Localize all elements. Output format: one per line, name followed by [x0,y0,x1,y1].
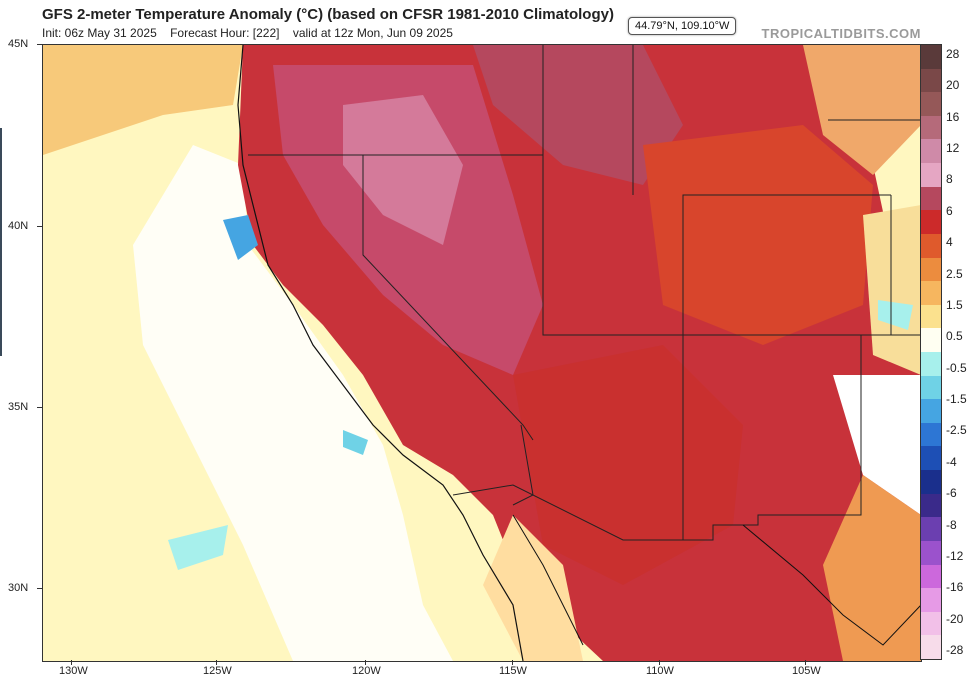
gulf-california [483,515,583,661]
colorbar-tick-label: 6 [946,203,953,218]
plains-cool-patch [878,300,913,330]
colorbar-segment [921,163,941,188]
lon-tick [216,660,217,665]
anomaly-map[interactable] [42,44,922,662]
state-borders [248,45,921,541]
left-edge-accent [0,128,2,356]
lat-tick [37,44,42,45]
colorbar-segment [921,375,941,400]
colorbar-legend [920,44,942,660]
texas-neutral [833,375,921,515]
lon-label-120w: 120W [352,665,381,677]
lat-label-30n: 30N [8,582,29,594]
coastal-cool-patch-south [343,430,368,455]
colorbar-segment [921,611,941,636]
valid-time: valid at 12z Mon, Jun 09 2025 [292,26,453,40]
colorbar-segment [921,399,941,424]
colorbar-tick-label: -4 [946,454,957,469]
coastal-cool-patch-north [223,215,258,260]
map-title: GFS 2-meter Temperature Anomaly (°C) (ba… [42,6,614,23]
map-canvas[interactable] [43,45,921,661]
nevada-hot-spot [343,95,463,245]
colorbar-tick-label: 2.5 [946,266,963,281]
colorbar-segment [921,45,941,70]
colorbar-tick-label: 8 [946,172,953,187]
colorbar-segment [921,139,941,164]
site-brand[interactable]: TROPICALTIDBITS.COM [761,26,921,41]
colorbar-segment [921,493,941,518]
colorado-warm [643,125,873,345]
colorbar-tick-label: -20 [946,611,964,626]
lat-label-45n: 45N [8,38,29,50]
arizona-warm [513,345,743,585]
lat-tick [37,588,42,589]
colorbar-segment [921,328,941,353]
lon-tick [512,660,513,665]
colorbar-tick-label: -0.5 [946,360,967,375]
lon-label-125w: 125W [203,665,232,677]
colorbar-segment [921,588,941,613]
colorbar-tick-label: 12 [946,141,960,156]
map-subtitle: Init: 06z May 31 2025 Forecast Hour: [22… [42,26,463,40]
lon-label-115w: 115W [499,665,527,677]
cursor-coordinate-readout: 44.79°N, 109.10°W [628,17,737,35]
lon-tick [71,660,72,665]
plains-mild [803,45,921,175]
colorbar-segment [921,186,941,211]
pacific-coastline [237,45,524,661]
lat-tick [37,407,42,408]
baja-coastline [512,514,584,646]
lat-label-35n: 35N [8,401,29,413]
southeast-mild [823,475,921,661]
colorbar-tick-label: 0.5 [946,329,963,344]
colorbar-segment [921,564,941,589]
colorbar-tick-label: 4 [946,235,953,250]
colorbar-tick-label: -1.5 [946,392,967,407]
lon-tick [365,660,366,665]
colorbar-tick-label: -28 [946,643,964,657]
colorbar-segment [921,540,941,566]
lon-label-110w: 110W [646,665,674,677]
lon-tick [805,660,806,665]
idaho-wyoming-warm [473,45,683,185]
colorbar-tick-label: 28 [946,47,960,61]
colorbar-segment [921,68,941,93]
colorbar-tick-label: -12 [946,548,964,563]
rio-grande-border [742,524,921,646]
colorbar-tick-label: 1.5 [946,297,963,312]
forecast-hour: Forecast Hour: [222] [170,26,280,40]
colorbar-segment [921,257,941,282]
offshore-warm-patch [43,45,243,155]
colorbar-segment [921,115,941,140]
lon-tick [659,660,660,665]
colorbar-tick-label: -16 [946,580,964,595]
colorbar-segment [921,281,941,306]
colorbar-segment [921,446,941,471]
init-time: Init: 06z May 31 2025 [42,26,157,40]
colorbar-tick-label: -8 [946,517,957,532]
east-plains-neutral [863,205,921,375]
colorbar-segment [921,517,941,542]
colorbar-tick-label: -2.5 [946,423,967,438]
colorbar-tick-label: 16 [946,109,960,124]
offshore-cool-patch [168,525,228,570]
colorbar-tick-label: -6 [946,486,957,501]
coastal-neutral-zone [133,145,453,661]
lat-label-40n: 40N [8,220,29,232]
lon-label-105w: 105W [792,665,821,677]
colorbar-tick-label: 20 [946,78,960,93]
colorbar-segment [921,233,941,259]
colorbar-segment [921,470,941,495]
colorbar-segment [921,210,941,235]
colorbar-segment [921,304,941,329]
lat-tick [37,226,42,227]
colorbar-segment [921,92,941,117]
colorbar-segment [921,422,941,447]
colorbar-segment [921,352,941,377]
colorbar-segment [921,635,941,660]
lon-label-130w: 130W [59,665,88,677]
